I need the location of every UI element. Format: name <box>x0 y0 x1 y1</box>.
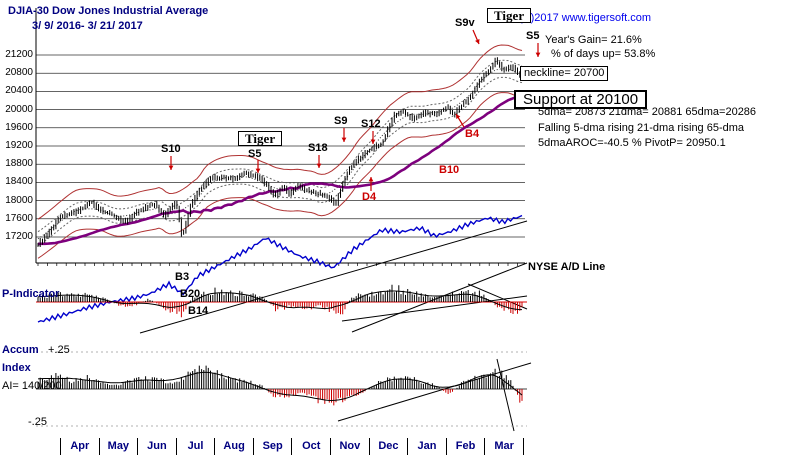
signal-arrowhead <box>370 139 376 144</box>
plus-25-label: +.25 <box>48 344 70 356</box>
dma-trend-note: Falling 5-dma rising 21-dma rising 65-dm… <box>538 122 745 134</box>
y-axis-label: 18400 <box>5 176 33 188</box>
signal-arrowhead <box>316 163 322 168</box>
years-gain-stat: Year's Gain= 21.6% <box>545 34 642 46</box>
accum-bars-negative <box>266 389 523 406</box>
signal-arrowhead <box>456 114 461 119</box>
x-axis-months: Apr May Jun Jul Aug Sep Oct Nov Dec Jan Feb Mar <box>60 438 524 455</box>
nyse-ad-line-label: NYSE A/D Line <box>528 261 606 273</box>
trendline <box>139 220 528 334</box>
y-axis-label: 19200 <box>5 140 33 151</box>
y-axis-label: 20400 <box>5 85 33 97</box>
month-label-oct: Oct <box>291 438 330 455</box>
y-axis-label: 20000 <box>5 103 33 115</box>
accum-bars-positive <box>37 365 514 389</box>
lower-band-line <box>37 92 523 259</box>
signal-arrowhead <box>255 168 261 173</box>
price-bars <box>37 57 523 247</box>
p-indicator-bars-positive <box>37 284 492 302</box>
page-title: DJIA-30 Dow Jones Industrial Average <box>8 5 209 17</box>
index-label: Index <box>2 362 31 374</box>
month-label-feb: Feb <box>445 438 485 455</box>
neckline-label: neckline= 20700 <box>520 66 609 81</box>
nyse-ad-line <box>37 214 523 323</box>
tiger-badge-top: Tiger <box>487 8 532 23</box>
signal-label-b10: B10 <box>439 164 460 176</box>
signal-label-s9: S9 <box>334 115 348 127</box>
month-label-may: May <box>98 438 138 455</box>
month-label-sep: Sep <box>252 438 292 455</box>
minus-25-label: -.25 <box>28 416 47 428</box>
trendline <box>337 362 532 422</box>
signal-label-s12: S12 <box>361 118 381 130</box>
signal-arrowhead <box>475 39 480 44</box>
signal-label-b4: B4 <box>465 128 480 140</box>
p-indicator-label: P-Indicator <box>2 288 60 300</box>
support-label: Support at 20100 <box>514 90 648 109</box>
accum-ma-line <box>37 371 523 402</box>
trendline <box>341 295 528 322</box>
signal-arrowhead <box>368 177 374 182</box>
month-label-apr: Apr <box>60 438 99 455</box>
y-axis-label: 17200 <box>5 231 33 242</box>
month-label-aug: Aug <box>214 438 253 455</box>
copyright-link[interactable]: (C)2017 www.tigersoft.com <box>519 12 652 24</box>
days-up-stat: % of days up= 53.8% <box>551 48 656 60</box>
signal-label-s18: S18 <box>308 142 328 154</box>
signal-arrowhead <box>535 52 541 57</box>
aroc-pivot-note: 5dmaAROC=-40.5 % PivotP= 20950.1 <box>538 137 726 149</box>
date-range: 3/ 9/ 2016- 3/ 21/ 2017 <box>32 20 143 32</box>
y-axis-label: 20800 <box>5 67 33 79</box>
y-axis-label: 18000 <box>5 194 33 206</box>
y-axis-label: 17600 <box>5 212 33 224</box>
signal-label-s5: S5 <box>526 30 540 42</box>
month-label-dec: Dec <box>368 438 408 455</box>
month-label-jul: Jul <box>175 438 215 455</box>
signal-arrowhead <box>341 137 347 142</box>
p-indicator-ma-line <box>37 290 523 311</box>
y-axis-label: 18800 <box>5 158 33 170</box>
signal-label-s10: S10 <box>161 143 181 155</box>
inner-lower-band-line <box>37 76 523 247</box>
signal-label-b14: B14 <box>188 305 209 317</box>
signal-label-s5: S5 <box>248 148 262 160</box>
signal-label-b20: B20 <box>180 288 201 300</box>
month-label-jun: Jun <box>137 438 176 455</box>
trendline <box>496 358 515 432</box>
upper-band-line <box>37 44 523 220</box>
signal-label-d4: D4 <box>362 191 377 203</box>
signal-label-b3: B3 <box>175 271 190 283</box>
p-indicator-bars-negative <box>113 302 523 318</box>
accum-label: Accum <box>2 344 39 356</box>
month-label-nov: Nov <box>330 438 369 455</box>
y-axis-label: 21200 <box>5 49 33 60</box>
month-label-jan: Jan <box>407 438 446 455</box>
signal-label-s9v: S9v <box>455 17 475 29</box>
y-axis-label: 19600 <box>5 121 33 133</box>
tiger-badge-mid: Tiger <box>238 131 283 146</box>
dma-values: 5dma= 20873 21dma= 20881 65dma=20286 <box>538 106 757 118</box>
ma-21-line <box>37 68 523 240</box>
ai-ratio-label: AI= 140/200 <box>2 380 62 392</box>
month-label-mar: Mar <box>484 438 524 455</box>
day-ticks <box>37 263 518 266</box>
signal-arrowhead <box>168 165 174 170</box>
